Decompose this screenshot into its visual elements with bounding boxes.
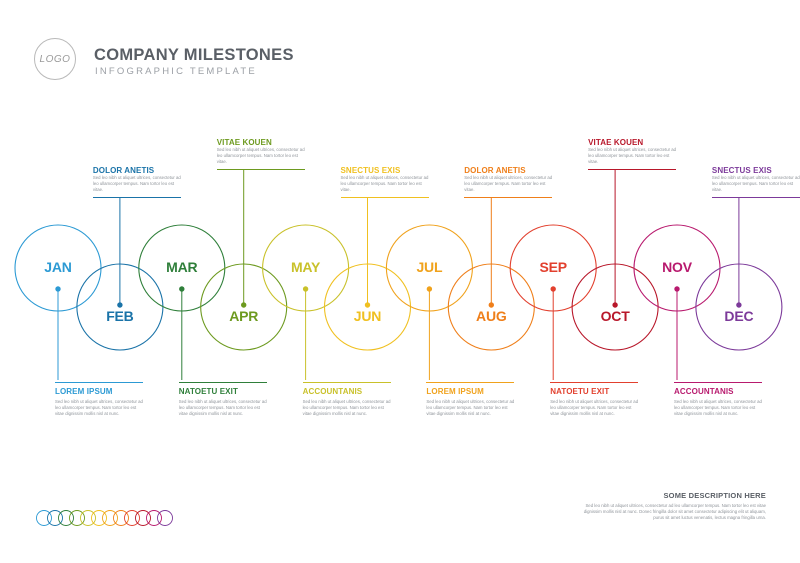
callout-jul: LOREM IPSUM Sed leo nibh ut aliquet ultri… [426, 379, 515, 417]
page-title: COMPANY MILESTONES [94, 46, 294, 64]
mini-circle-jul [102, 510, 118, 526]
callout-rule [340, 197, 429, 198]
month-label-dec: DEC [724, 308, 754, 324]
description-block: SOME DESCRIPTION HERE Sed leo nibh ut al… [576, 491, 766, 521]
callout-title: DOLOR ANETIS [464, 166, 526, 175]
page-subtitle: INFOGRAPHIC TEMPLATE [95, 66, 257, 77]
callout-feb: DOLOR ANETIS Sed leo nibh ut aliquet ultr… [92, 166, 181, 198]
month-label-jun: JUN [353, 308, 382, 324]
callout-oct: VITAE KOUEN Sed leo nibh ut aliquet ultri… [588, 138, 677, 170]
callout-rule [588, 169, 677, 170]
callout-body: Sed leo nibh ut aliquet ultrices, consec… [178, 399, 267, 416]
month-label-jul: JUL [416, 259, 443, 275]
callout-rule [178, 382, 267, 383]
description-body: Sed leo nibh ut aliquet ultrices, consec… [583, 503, 766, 520]
callout-body: Sed leo nibh ut aliquet ultrices, consec… [550, 399, 639, 416]
callout-title: NATOETU EXIT [178, 387, 238, 396]
month-label-feb: FEB [106, 308, 134, 324]
callout-body: Sed leo nibh ut aliquet ultrices, consec… [302, 399, 391, 416]
callout-rule [464, 197, 553, 198]
callout-nov: ACCOUNTANIS Sed leo nibh ut aliquet ultri… [674, 379, 762, 417]
callout-sep: NATOETU EXIT Sed leo nibh ut aliquet ultr… [550, 379, 639, 417]
callout-title: NATOETU EXIT [550, 387, 610, 396]
mini-circle-jun [91, 510, 107, 526]
callout-body: Sed leo nibh ut aliquet ultrices, consec… [92, 175, 181, 192]
mini-circle-jan [36, 510, 52, 526]
month-label-aug: AUG [476, 308, 507, 324]
callout-rule [216, 169, 305, 170]
callout-body: Sed leo nibh ut aliquet ultrices, consec… [216, 147, 305, 164]
month-label-apr: APR [229, 308, 259, 324]
month-label-jan: JAN [44, 259, 72, 275]
callout-body: Sed leo nibh ut aliquet ultrices, consec… [464, 175, 553, 192]
callout-title: ACCOUNTANIS [674, 387, 734, 396]
callout-rule [55, 382, 143, 383]
mini-circle-apr [69, 510, 85, 526]
callout-title: LOREM IPSUM [55, 387, 113, 396]
mini-circle-aug [113, 510, 129, 526]
month-label-may: MAY [290, 259, 321, 275]
callout-dec: SNECTUS EXIS Sed leo nibh ut aliquet ultr… [711, 166, 800, 198]
callout-title: LOREM IPSUM [426, 387, 484, 396]
callout-title: DOLOR ANETIS [92, 166, 155, 175]
callout-aug: DOLOR ANETIS Sed leo nibh ut aliquet ultr… [464, 166, 553, 198]
callout-jun: SNECTUS EXIS Sed leo nibh ut aliquet ultr… [340, 166, 429, 198]
logo: LOGO [34, 38, 76, 80]
callout-body: Sed leo nibh ut aliquet ultrices, consec… [426, 399, 515, 416]
callout-rule [711, 197, 800, 198]
month-label-nov: NOV [662, 259, 692, 275]
callout-rule [426, 382, 515, 383]
callout-title: VITAE KOUEN [588, 138, 644, 147]
callout-body: Sed leo nibh ut aliquet ultrices, consec… [55, 399, 143, 416]
callout-body: Sed leo nibh ut aliquet ultrices, consec… [340, 175, 429, 192]
month-label-oct: OCT [600, 308, 630, 324]
month-label-sep: SEP [539, 259, 567, 275]
mini-circle-mar [58, 510, 74, 526]
callout-title: ACCOUNTANIS [302, 387, 363, 396]
callout-rule [302, 382, 391, 383]
callout-may: ACCOUNTANIS Sed leo nibh ut aliquet ultri… [302, 379, 391, 417]
mini-circle-sep [124, 510, 140, 526]
callout-mar: NATOETU EXIT Sed leo nibh ut aliquet ultr… [178, 379, 267, 417]
callout-title: SNECTUS EXIS [340, 166, 401, 175]
mini-circle-feb [47, 510, 63, 526]
callout-body: Sed leo nibh ut aliquet ultrices, consec… [674, 399, 762, 416]
description-title: SOME DESCRIPTION HERE [663, 491, 766, 500]
mini-circle-may [80, 510, 96, 526]
month-label-mar: MAR [166, 259, 198, 275]
callout-rule [550, 382, 639, 383]
callout-title: SNECTUS EXIS [711, 166, 772, 175]
callout-jan: LOREM IPSUM Sed leo nibh ut aliquet ultri… [55, 379, 143, 417]
mini-circle-nov [146, 510, 162, 526]
callout-rule [674, 382, 762, 383]
callout-title: VITAE KOUEN [216, 138, 272, 147]
mini-circle-dec [157, 510, 173, 526]
mini-circle-oct [135, 510, 151, 526]
logo-text: LOGO [39, 53, 71, 65]
callout-body: Sed leo nibh ut aliquet ultrices, consec… [711, 175, 800, 192]
header: LOGO COMPANY MILESTONES INFOGRAPHIC TEMP… [0, 0, 800, 110]
callout-body: Sed leo nibh ut aliquet ultrices, consec… [588, 147, 676, 164]
callout-apr: VITAE KOUEN Sed leo nibh ut aliquet ultri… [216, 138, 305, 170]
callout-rule [92, 197, 181, 198]
